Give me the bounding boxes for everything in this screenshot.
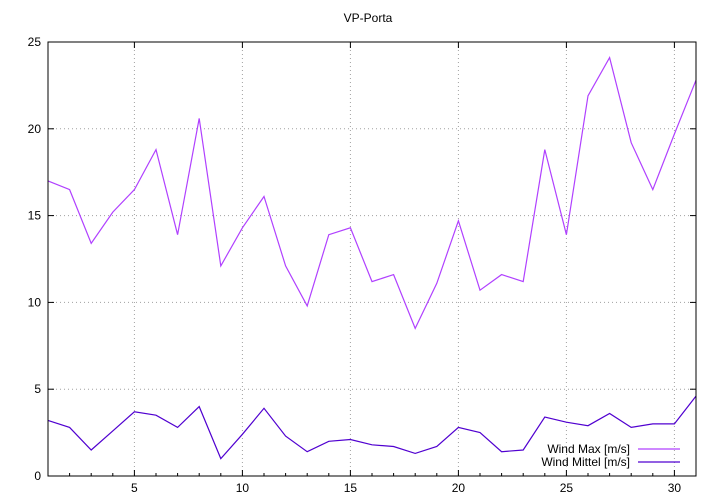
series-line-0 [47,56,697,330]
x-tick-label: 25 [560,481,574,495]
grid [48,42,696,476]
y-tick-label: 15 [28,209,42,223]
y-tick-label: 25 [28,35,42,49]
x-tick-label: 15 [344,481,358,495]
series-line-1 [47,395,697,460]
chart-title: VP-Porta [344,11,393,25]
axis-ticks: 0 5 10 15 20 25 5 10 15 20 25 30 [28,35,697,495]
legend-label: Wind Mittel [m/s] [541,455,630,469]
y-tick-label: 5 [34,382,41,396]
legend-label: Wind Max [m/s] [547,442,630,456]
plot-frame [47,41,697,477]
y-tick-label: 10 [28,295,42,309]
y-tick-label: 0 [34,469,41,483]
x-tick-label: 5 [131,481,138,495]
x-tick-label: 30 [668,481,682,495]
y-tick-label: 20 [28,122,42,136]
x-tick-label: 20 [452,481,466,495]
series-lines [47,56,697,460]
legend: Wind Max [m/s]Wind Mittel [m/s] [541,442,680,469]
x-tick-label: 10 [236,481,250,495]
